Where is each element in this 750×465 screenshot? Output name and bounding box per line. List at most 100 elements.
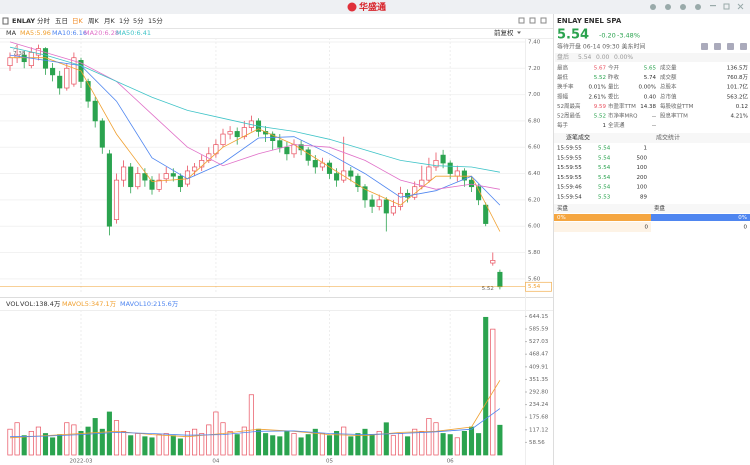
period-tab[interactable]: 月K	[104, 17, 116, 25]
stat-value: 2.61%	[589, 94, 606, 100]
stat-label: 最高	[557, 64, 569, 72]
volume-bar	[121, 430, 127, 456]
candle-body	[135, 173, 141, 188]
period-tab[interactable]: 日K	[72, 17, 84, 25]
trade-time: 15:59:55	[557, 155, 582, 161]
candle-body	[121, 166, 127, 181]
candle-body	[383, 199, 389, 214]
trade-tab[interactable]: 成交统计	[656, 134, 680, 142]
maximize[interactable]	[723, 3, 730, 10]
quote-icon[interactable]	[740, 43, 747, 50]
volume-bar	[142, 436, 148, 456]
icon[interactable]	[680, 4, 686, 10]
candle-body	[227, 131, 233, 135]
tool-icon[interactable]	[540, 17, 547, 24]
indicator: VOL	[6, 300, 19, 308]
volume-bar	[227, 430, 233, 456]
candle-body	[234, 131, 240, 138]
trade-volume: 1	[644, 146, 648, 152]
volume-bar	[348, 436, 354, 456]
volume-bar	[184, 430, 191, 456]
candle-body	[390, 206, 396, 214]
volume-bar	[99, 428, 105, 456]
stat-label: 每手	[557, 121, 569, 129]
volume-bar	[113, 420, 120, 456]
y-tick-label: 644.15	[529, 314, 549, 320]
legend-entry: MA50:6.41	[116, 29, 151, 37]
quote-price: 5.54	[557, 28, 589, 43]
legend-entry: MAVOL5:347.1万	[62, 300, 117, 308]
quote-panel: ENLAY ENEL SPA 5.54 -0.20 -3.48% 等待开盘 06…	[555, 17, 750, 62]
ma-line	[9, 41, 500, 190]
symbol: ENLAY	[12, 17, 35, 25]
volume-bar	[206, 424, 212, 456]
period-tab[interactable]: 分时	[37, 16, 51, 25]
sell-qty: 0	[744, 225, 748, 231]
volume-bar	[468, 426, 475, 456]
quote-icon[interactable]	[727, 43, 734, 50]
trade-tab[interactable]: 逐笔成交	[566, 134, 590, 142]
period-tab[interactable]: 15分	[148, 16, 163, 25]
minimize[interactable]	[710, 5, 716, 7]
y-tick-label: 6.20	[528, 197, 541, 203]
stat-value: 5.52	[594, 75, 606, 81]
candle-body	[468, 179, 475, 188]
candle-body	[192, 166, 198, 172]
quote-icon[interactable]	[701, 43, 708, 50]
period-tab[interactable]: 5分	[133, 16, 144, 25]
stat-label: 市盈率TTM	[608, 102, 636, 110]
trade-volume: 200	[637, 175, 648, 181]
trade-volume: 100	[637, 165, 648, 171]
candle-body	[21, 54, 27, 63]
y-tick-label: 7.40	[528, 39, 541, 45]
icon[interactable]	[650, 4, 656, 10]
y-tick-label: 585.59	[529, 327, 549, 333]
sell-bar	[651, 214, 750, 221]
volume-bar	[192, 428, 198, 456]
tool-icon[interactable]	[518, 17, 525, 24]
icon[interactable]	[665, 4, 671, 10]
volume-bar	[71, 424, 77, 456]
volume-bar	[42, 433, 49, 456]
toggle-icon[interactable]	[2, 17, 9, 25]
candle-body	[426, 166, 432, 181]
stat-value: 0.01%	[589, 85, 606, 91]
stat-value: 5.65	[644, 66, 657, 72]
volume-bar	[106, 411, 112, 456]
volume-bar	[362, 428, 368, 456]
period-tab[interactable]: 周K	[88, 17, 100, 25]
close[interactable]	[737, 3, 744, 10]
adjust-select[interactable]: 前复权	[494, 28, 514, 37]
stat-value: --	[652, 114, 656, 120]
candle-body	[220, 133, 226, 145]
volume-bar	[177, 438, 183, 456]
period-tab[interactable]: 五日	[55, 17, 68, 25]
candle-body	[454, 170, 460, 177]
candle-body	[319, 162, 325, 168]
quote-change: -0.20	[599, 32, 616, 40]
x-tick-label: 05	[326, 459, 333, 465]
volume-bar	[220, 422, 226, 456]
trade-time: 15:59:55	[557, 146, 582, 152]
buy-qty: 0	[645, 225, 649, 231]
candle-body	[490, 260, 496, 264]
icon[interactable]	[695, 4, 701, 10]
dropdown-arrow[interactable]	[517, 31, 521, 35]
low-label: 5.52	[482, 286, 494, 292]
volume-bar	[412, 428, 418, 456]
candle-body	[355, 175, 361, 188]
volume-bar	[334, 430, 340, 456]
period-tab[interactable]: 1分	[119, 16, 130, 25]
candle-body	[163, 173, 169, 180]
stat-value: 0.00%	[639, 85, 656, 91]
tool-icon[interactable]	[529, 17, 536, 24]
volume-bar	[64, 422, 70, 456]
volume-bar	[21, 435, 27, 456]
trade-price: 5.54	[598, 185, 611, 191]
y-tick-label: 6.80	[528, 118, 541, 124]
ma-line	[9, 46, 500, 173]
volume-bar	[234, 434, 240, 456]
after-hours: 5.54	[578, 54, 592, 61]
quote-icon[interactable]	[714, 43, 721, 50]
